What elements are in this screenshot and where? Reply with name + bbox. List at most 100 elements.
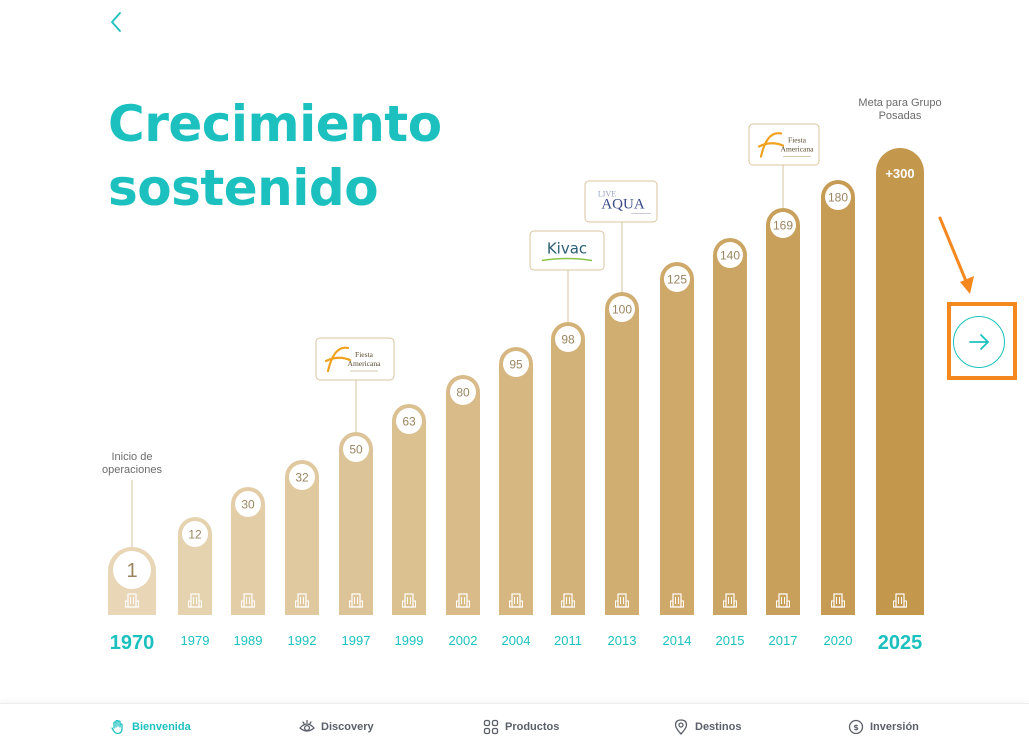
chart-value-circle bbox=[235, 491, 261, 517]
chart-year-label: 2014 bbox=[663, 633, 692, 648]
page-title-line-2: sostenido bbox=[108, 159, 379, 217]
hotel-building-icon bbox=[831, 593, 845, 608]
svg-text:Kivac: Kivac bbox=[547, 240, 587, 258]
hotel-building-icon bbox=[349, 593, 363, 608]
chart-bar bbox=[499, 347, 533, 615]
svg-text:Fiesta: Fiesta bbox=[355, 350, 374, 359]
chart-year-label: 1997 bbox=[342, 633, 371, 648]
chart-value-circle bbox=[450, 379, 476, 405]
chart-value-label: 63 bbox=[402, 415, 416, 429]
chart-year-label: 1979 bbox=[181, 633, 210, 648]
svg-text:Fiesta: Fiesta bbox=[788, 136, 807, 145]
dollar-coin-icon: $ bbox=[848, 719, 864, 734]
hotel-building-icon bbox=[402, 593, 416, 608]
chart-value-label: 50 bbox=[349, 443, 363, 457]
chart-bar bbox=[551, 322, 585, 615]
kivac-logo: Kivac bbox=[529, 230, 605, 271]
svg-text:Americana: Americana bbox=[781, 145, 815, 154]
nav-item-label: Inversión bbox=[870, 720, 919, 733]
svg-text:$: $ bbox=[853, 723, 859, 732]
hotel-building-icon bbox=[776, 593, 790, 608]
chart-year-label: 2015 bbox=[716, 633, 745, 648]
chart-value-circle bbox=[770, 212, 796, 238]
chart-value-label: 80 bbox=[456, 386, 470, 400]
chart-bar bbox=[285, 460, 319, 615]
svg-text:Americana: Americana bbox=[348, 359, 382, 368]
next-button[interactable] bbox=[953, 316, 1005, 368]
grid-icon bbox=[483, 719, 499, 734]
hand-wave-icon bbox=[111, 719, 123, 734]
chart-bar bbox=[713, 238, 747, 615]
chart-bar bbox=[876, 148, 924, 615]
chart-annotation: Meta para Grupo Posadas bbox=[858, 97, 941, 122]
nav-item-inversion[interactable]: $ Inversión bbox=[848, 704, 919, 748]
chart-bar bbox=[392, 404, 426, 615]
growth-bar-chart: 1 1970 12 1979 30 1989 32 1992 50 1997 63 1999 80 200… bbox=[102, 97, 942, 654]
chart-year-label: 1970 bbox=[110, 632, 155, 654]
chart-bar bbox=[660, 262, 694, 615]
chart-value-circle bbox=[396, 408, 422, 434]
svg-text:LIVE: LIVE bbox=[598, 190, 616, 199]
chart-value-label: 32 bbox=[295, 471, 309, 485]
page-title-line-1: Crecimiento bbox=[108, 95, 442, 153]
chart-annotation: Inicio de operaciones bbox=[102, 451, 162, 476]
nav-item-productos[interactable]: Productos bbox=[483, 704, 559, 748]
hotel-building-icon bbox=[670, 593, 684, 608]
chart-value-label: 30 bbox=[241, 498, 255, 512]
chart-value-circle bbox=[664, 266, 690, 292]
nav-item-bienvenida[interactable]: Bienvenida bbox=[110, 704, 191, 748]
arrow-right-icon bbox=[969, 334, 989, 350]
chart-value-label: 98 bbox=[561, 333, 575, 347]
chart-value-label: 12 bbox=[188, 528, 202, 542]
chart-year-label: 2025 bbox=[878, 632, 923, 654]
chart-year-label: 1992 bbox=[288, 633, 317, 648]
hotel-building-icon bbox=[456, 593, 470, 608]
chevron-left-icon bbox=[111, 12, 121, 32]
chart-bar bbox=[821, 180, 855, 615]
svg-text:AQUA: AQUA bbox=[601, 197, 644, 213]
chart-bar bbox=[605, 292, 639, 615]
bottom-navigation: Bienvenida Discovery Productos Destinos … bbox=[0, 703, 1029, 748]
hotel-building-icon bbox=[509, 593, 523, 608]
eye-icon bbox=[299, 719, 315, 732]
chart-value-circle bbox=[343, 436, 369, 462]
hotel-building-icon bbox=[893, 593, 907, 608]
nav-item-label: Discovery bbox=[321, 720, 374, 733]
chart-value-circle bbox=[182, 521, 208, 547]
hotel-building-icon bbox=[188, 593, 202, 608]
nav-item-destinos[interactable]: Destinos bbox=[673, 704, 741, 748]
nav-item-label: Bienvenida bbox=[132, 720, 191, 733]
chart-value-label: +300 bbox=[885, 166, 914, 181]
chart-bar bbox=[231, 487, 265, 615]
hotel-building-icon bbox=[295, 593, 309, 608]
chart-value-label: 1 bbox=[126, 560, 137, 582]
nav-item-label: Destinos bbox=[695, 720, 742, 733]
chart-value-circle bbox=[717, 242, 743, 268]
chart-year-label: 2020 bbox=[824, 633, 853, 648]
chart-value-label: 140 bbox=[720, 249, 740, 263]
nav-item-discovery[interactable]: Discovery bbox=[299, 704, 374, 748]
chart-year-label: 2011 bbox=[554, 633, 582, 648]
map-pin-icon bbox=[674, 718, 688, 735]
chart-value-circle bbox=[555, 326, 581, 352]
chart-year-label: 2013 bbox=[608, 633, 637, 648]
chart-year-label: 2002 bbox=[449, 633, 478, 648]
hotel-building-icon bbox=[615, 593, 629, 608]
chart-value-label: 125 bbox=[667, 273, 687, 287]
chart-value-circle bbox=[503, 351, 529, 377]
chart-value-label: 180 bbox=[828, 191, 848, 205]
back-button[interactable] bbox=[104, 8, 128, 36]
hotel-building-icon bbox=[241, 593, 255, 608]
chart-value-circle bbox=[289, 464, 315, 490]
chart-value-label: 100 bbox=[612, 303, 632, 317]
chart-value-label: 169 bbox=[773, 219, 793, 233]
chart-year-label: 1989 bbox=[234, 633, 263, 648]
hotel-building-icon bbox=[125, 593, 139, 608]
chart-year-label: 2017 bbox=[769, 633, 798, 648]
chart-value-circle bbox=[825, 184, 851, 210]
hotel-building-icon bbox=[723, 593, 737, 608]
nav-item-label: Productos bbox=[505, 720, 560, 733]
